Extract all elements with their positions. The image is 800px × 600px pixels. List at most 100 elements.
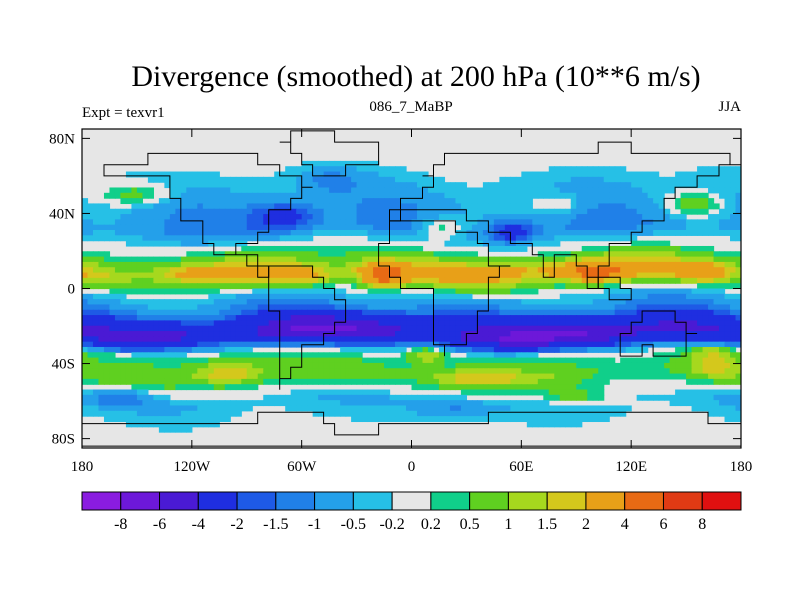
field-cell <box>351 320 358 327</box>
field-cell <box>98 277 105 284</box>
field-cell <box>186 421 193 428</box>
field-cell <box>120 192 127 199</box>
field-cell <box>334 325 341 332</box>
field-cell <box>554 214 561 220</box>
field-cell <box>521 378 528 385</box>
field-cell <box>164 288 171 295</box>
field-cell <box>592 214 599 220</box>
field-cell <box>620 261 627 268</box>
field-cell <box>257 325 264 332</box>
field-cell <box>125 421 133 428</box>
field-cell <box>422 400 429 407</box>
field-cell <box>482 256 489 263</box>
field-cell <box>389 315 396 321</box>
field-cell <box>609 171 616 178</box>
field-cell <box>455 299 462 306</box>
field-cell <box>400 214 407 220</box>
field-cell <box>373 389 380 396</box>
field-cell <box>543 416 550 423</box>
field-cell <box>290 357 297 364</box>
field-cell <box>422 235 429 242</box>
field-cell <box>186 373 193 380</box>
field-cell <box>554 389 561 396</box>
field-cell <box>697 219 704 226</box>
field-cell <box>290 224 297 231</box>
field-cell <box>559 176 566 183</box>
field-cell <box>373 182 380 189</box>
field-cell <box>268 309 275 316</box>
field-cell <box>515 325 522 332</box>
field-cell <box>202 346 209 353</box>
field-cell <box>158 208 165 215</box>
field-cell <box>384 219 391 226</box>
field-cell <box>136 267 144 274</box>
field-cell <box>620 309 627 316</box>
field-cell <box>449 362 457 369</box>
field-cell <box>142 256 149 263</box>
field-cell <box>169 336 176 343</box>
field-cell <box>647 192 654 199</box>
field-cell <box>614 320 621 327</box>
field-cell <box>537 410 544 417</box>
field-cell <box>724 224 731 231</box>
field-cell <box>598 416 605 423</box>
field-cell <box>285 230 292 236</box>
field-cell <box>543 315 550 321</box>
field-cell <box>87 410 94 417</box>
field-cell <box>318 261 325 268</box>
field-cell <box>719 346 726 353</box>
field-cell <box>114 410 122 417</box>
field-cell <box>92 346 100 353</box>
field-cell <box>202 400 209 407</box>
field-cell <box>477 362 484 369</box>
field-cell <box>411 336 418 343</box>
field-cell <box>213 267 220 274</box>
field-cell <box>257 362 264 369</box>
field-cell <box>213 224 220 231</box>
field-cell <box>526 331 533 337</box>
field-cell <box>125 357 133 364</box>
field-cell <box>691 192 698 199</box>
field-cell <box>592 309 599 316</box>
field-cell <box>543 346 550 353</box>
field-cell <box>164 336 171 343</box>
field-cell <box>620 299 627 306</box>
field-cell <box>235 208 242 215</box>
field-cell <box>125 331 133 337</box>
field-cell <box>603 214 610 220</box>
field-cell <box>164 357 171 364</box>
field-cell <box>669 176 676 183</box>
field-cell <box>263 219 270 226</box>
field-cell <box>675 394 682 401</box>
field-cell <box>647 362 654 369</box>
field-cell <box>658 320 665 327</box>
field-cell <box>576 261 583 268</box>
field-cell <box>318 389 325 396</box>
field-cell <box>406 405 413 412</box>
field-cell <box>345 219 352 226</box>
field-cell <box>510 283 517 290</box>
field-cell <box>482 272 489 279</box>
field-cell <box>559 394 566 401</box>
field-cell <box>532 224 539 231</box>
field-cell <box>735 256 741 263</box>
field-cell <box>532 400 539 407</box>
field-cell <box>735 368 741 375</box>
field-cell <box>131 240 138 247</box>
field-cell <box>697 261 704 268</box>
field-cell <box>109 352 116 359</box>
field-cell <box>482 277 489 284</box>
field-cell <box>164 315 171 321</box>
field-cell <box>636 214 643 220</box>
field-cell <box>323 182 330 189</box>
field-cell <box>252 373 259 380</box>
field-cell <box>191 182 198 189</box>
field-cell <box>164 235 171 242</box>
field-cell <box>471 400 478 407</box>
field-cell <box>147 357 154 364</box>
field-cell <box>411 410 418 417</box>
field-cell <box>548 405 555 412</box>
field-cell <box>285 187 292 194</box>
field-cell <box>598 182 605 189</box>
field-cell <box>169 416 176 423</box>
